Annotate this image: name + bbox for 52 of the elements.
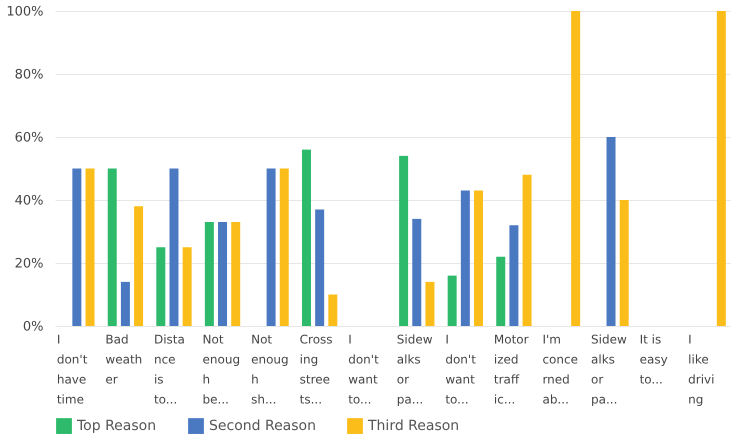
bar	[509, 225, 518, 326]
x-tick-label: Not enough sh...	[251, 332, 289, 406]
bar	[571, 11, 580, 326]
bar	[266, 168, 276, 326]
x-tick-label: Motorized traffic...	[494, 332, 529, 406]
bar	[474, 190, 484, 326]
bar	[72, 168, 82, 326]
bar	[620, 200, 629, 326]
legend-label: Second Reason	[209, 418, 316, 434]
bar	[182, 247, 192, 326]
bar	[606, 137, 616, 326]
x-tick-label: I don't want to...	[445, 332, 476, 406]
x-tick-label: Distance is to...	[154, 332, 185, 406]
bar	[399, 156, 408, 326]
bar	[425, 282, 434, 326]
x-tick-label: I don't want to...	[348, 332, 380, 406]
bar	[204, 222, 214, 326]
bar	[328, 294, 338, 326]
bar	[460, 190, 470, 326]
bar	[108, 168, 117, 326]
bar	[716, 11, 726, 326]
y-tick-label: 20%	[14, 256, 44, 272]
x-tick-label: Sidewalks or pa...	[591, 332, 627, 406]
bar	[315, 209, 324, 326]
x-tick-label: Crossing streets...	[300, 332, 333, 406]
bar	[496, 256, 506, 326]
x-tick-label: Not enough be...	[202, 332, 240, 406]
bar	[134, 206, 144, 326]
x-tick-label: I'm concerned ab...	[542, 332, 578, 406]
bar	[448, 276, 457, 326]
legend-label: Top Reason	[76, 418, 156, 434]
y-tick-label: 0%	[22, 320, 44, 334]
y-tick-label: 40%	[14, 194, 44, 208]
bar	[218, 222, 228, 326]
y-tick-label: 60%	[14, 130, 44, 146]
bar	[120, 282, 130, 326]
bar	[280, 168, 289, 326]
bar	[412, 218, 422, 326]
bar	[86, 168, 95, 326]
x-tick-label: Bad weather	[105, 332, 142, 386]
y-tick-label: 100%	[6, 4, 44, 20]
bar	[156, 247, 166, 326]
bar	[522, 174, 532, 326]
x-tick-label: Sidewalks or pa...	[396, 332, 433, 406]
x-tick-label: I like driving	[688, 332, 714, 406]
legend-label: Third Reason	[367, 418, 460, 434]
bar	[169, 168, 178, 326]
bar	[231, 222, 240, 326]
x-tick-label: It is easy to...	[640, 332, 668, 386]
x-tick-label: I don't have time	[56, 332, 88, 406]
y-tick-label: 80%	[14, 68, 44, 82]
bar	[302, 150, 311, 326]
